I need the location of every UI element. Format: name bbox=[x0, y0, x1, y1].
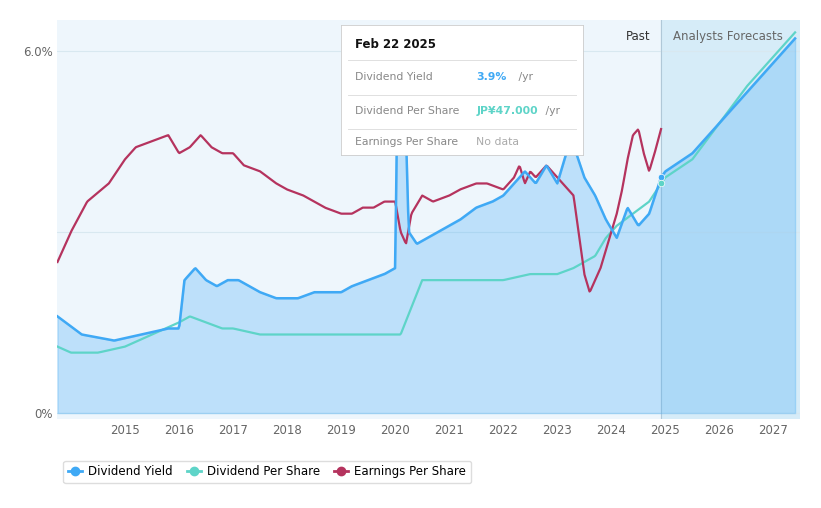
Text: Dividend Yield: Dividend Yield bbox=[355, 72, 433, 82]
Text: No data: No data bbox=[476, 137, 520, 147]
Bar bbox=[661, 20, 800, 419]
Legend: Dividend Yield, Dividend Per Share, Earnings Per Share: Dividend Yield, Dividend Per Share, Earn… bbox=[63, 461, 471, 483]
Point bbox=[654, 173, 667, 181]
Text: Analysts Forecasts: Analysts Forecasts bbox=[673, 30, 783, 43]
Text: Past: Past bbox=[626, 30, 650, 43]
Text: 3.9%: 3.9% bbox=[476, 72, 507, 82]
Text: Dividend Per Share: Dividend Per Share bbox=[355, 106, 460, 116]
Point bbox=[654, 179, 667, 187]
Text: Feb 22 2025: Feb 22 2025 bbox=[355, 38, 436, 51]
Text: /yr: /yr bbox=[542, 106, 560, 116]
Text: /yr: /yr bbox=[515, 72, 533, 82]
Text: Earnings Per Share: Earnings Per Share bbox=[355, 137, 458, 147]
Text: JP¥47.000: JP¥47.000 bbox=[476, 106, 538, 116]
